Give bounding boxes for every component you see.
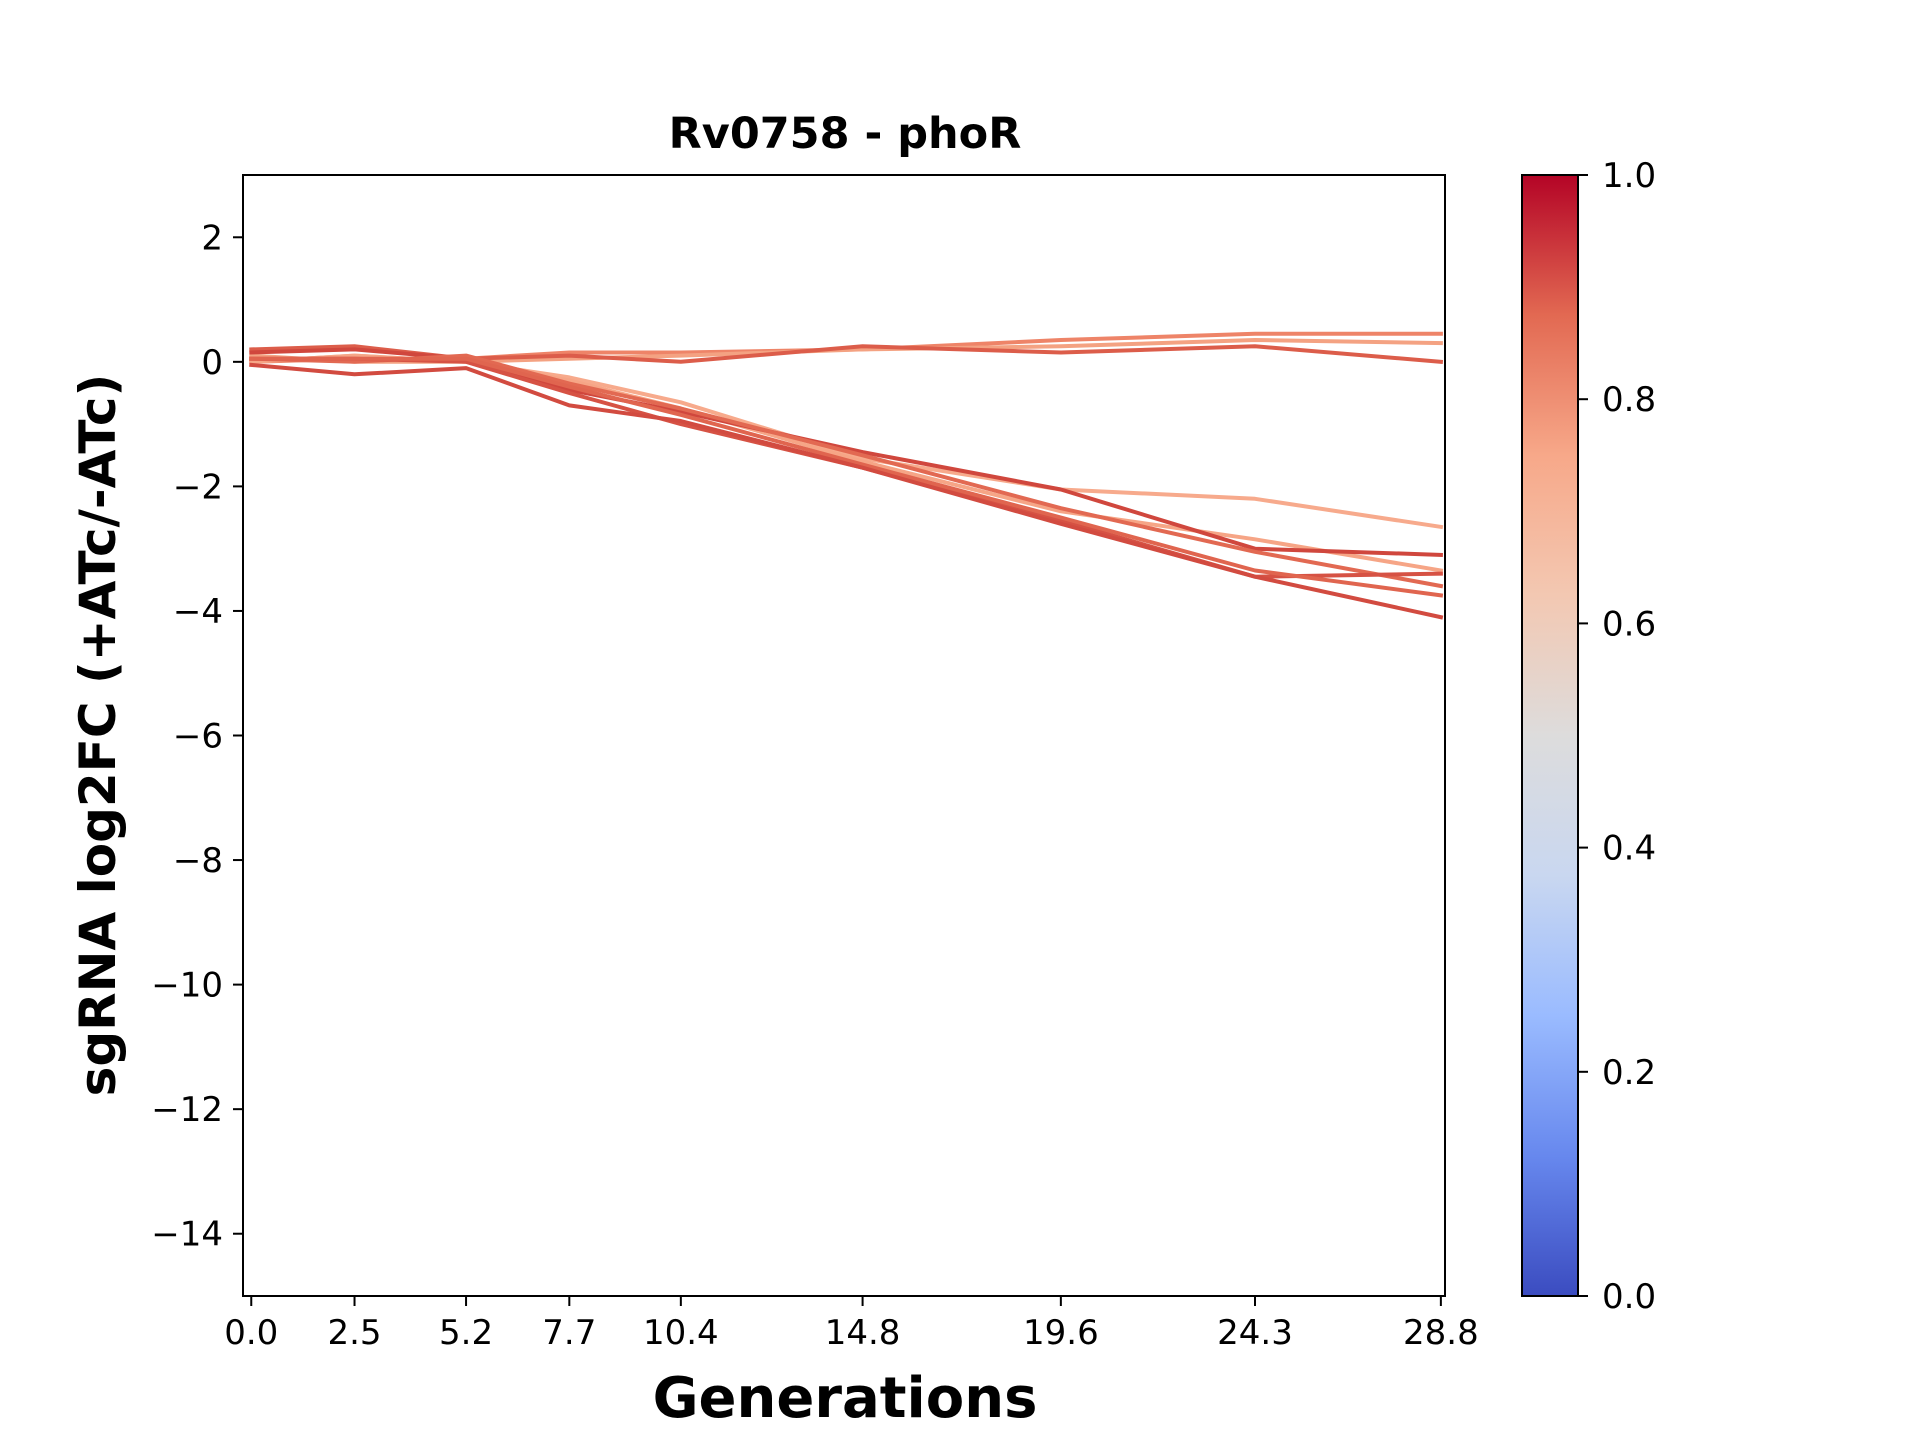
y-tick-label: −6 [173, 717, 223, 757]
y-tick-label: −8 [173, 841, 223, 881]
y-tick-label: 0 [201, 343, 223, 383]
colorbar-tick-label: 0.8 [1602, 380, 1656, 420]
colorbar-tick-label: 0.6 [1602, 604, 1656, 644]
series-layer [249, 331, 1444, 620]
plot-frame [242, 174, 1446, 1297]
series-line-9 [249, 356, 1444, 598]
x-tick-label: 2.5 [327, 1313, 381, 1353]
series-line-3 [249, 344, 1444, 364]
colorbar-tick-label: 0.4 [1602, 829, 1656, 869]
y-tick-label: −14 [151, 1215, 223, 1255]
series-line-8 [249, 356, 1443, 579]
colorbar [1521, 174, 1579, 1297]
series-line-4 [249, 353, 1444, 530]
colorbar-tick-label: 0.2 [1602, 1053, 1656, 1093]
y-tick-label: 2 [201, 218, 223, 258]
y-axis: 2 0 −2 −4 −6 −8 −10 −12 −14 [151, 218, 243, 1255]
y-tick-label: −12 [151, 1090, 223, 1130]
y-axis-label: sgRNA log2FC (+ATc/-ATc) [69, 374, 127, 1097]
colorbar-tick-label: 1.0 [1602, 156, 1656, 196]
y-tick-label: −2 [173, 467, 223, 507]
series-line-2 [249, 338, 1443, 364]
x-axis: 0.0 2.5 5.2 7.7 10.4 14.8 19.6 24.3 28.8 [224, 1296, 1479, 1353]
y-tick-label: −10 [151, 966, 223, 1006]
x-axis-label: Generations [653, 1366, 1038, 1431]
x-tick-label: 5.2 [439, 1313, 493, 1353]
x-tick-label: 10.4 [643, 1313, 719, 1353]
series-line-10 [249, 362, 1444, 620]
y-tick-label: −4 [173, 592, 223, 632]
x-tick-label: 7.7 [542, 1313, 596, 1353]
series-line-7 [249, 353, 1444, 589]
x-tick-label: 19.6 [1023, 1313, 1099, 1353]
x-tick-label: 14.8 [825, 1313, 901, 1353]
x-tick-label: 24.3 [1217, 1313, 1293, 1353]
x-tick-label: 28.8 [1403, 1313, 1479, 1353]
series-line-6 [249, 347, 1443, 557]
colorbar-tick-label: 0.0 [1602, 1277, 1656, 1317]
x-tick-label: 0.0 [224, 1313, 278, 1353]
chart-title: Rv0758 - phoR [669, 109, 1022, 159]
colorbar-axis: 0.0 0.2 0.4 0.6 0.8 1.0 [1578, 156, 1656, 1317]
